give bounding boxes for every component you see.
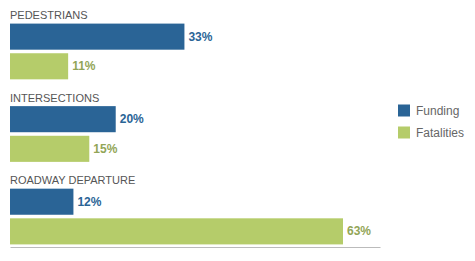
data-label: 15% <box>93 142 117 156</box>
legend-label: Funding <box>416 104 459 118</box>
data-label: 63% <box>347 224 371 238</box>
bar <box>10 53 68 79</box>
data-label: 33% <box>188 30 212 44</box>
x-axis <box>11 247 381 248</box>
data-label: 11% <box>72 59 96 73</box>
chart: 33% 20% 12% 11% 15% 63% PEDESTRIANS INTERSECTIO… <box>0 0 475 261</box>
legend-swatch <box>398 105 410 117</box>
labels: 33% 20% 12% 11% 15% 63% PEDESTRIANS INTERSECTIO… <box>10 9 371 238</box>
category-label: ROADWAY DEPARTURE <box>10 174 135 186</box>
x-axis-line <box>11 247 381 248</box>
bar <box>10 218 343 244</box>
legend-label: Fatalities <box>416 126 464 140</box>
legend-item: Fatalities <box>398 126 464 140</box>
data-label: 20% <box>120 112 144 126</box>
data-label: 12% <box>77 195 101 209</box>
bar <box>10 106 116 132</box>
legend: Funding Fatalities <box>398 104 464 140</box>
category-label: INTERSECTIONS <box>10 92 99 104</box>
bar <box>10 189 73 215</box>
legend-item: Funding <box>398 104 459 118</box>
bars <box>10 24 343 245</box>
bar <box>10 24 184 50</box>
plot: 33% 20% 12% 11% 15% 63% PEDESTRIANS INTERSECTIO… <box>10 9 381 248</box>
legend-swatch <box>398 127 410 139</box>
bar <box>10 136 89 162</box>
category-label: PEDESTRIANS <box>10 9 88 21</box>
